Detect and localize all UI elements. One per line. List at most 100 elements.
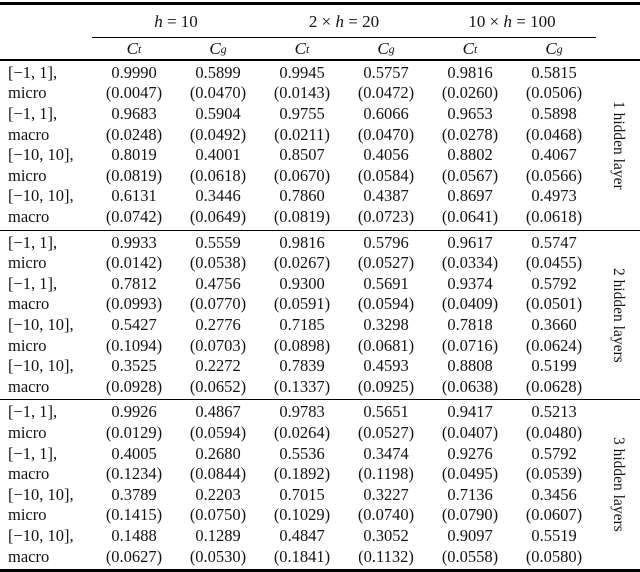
std-value: (0.0641) — [441, 207, 499, 227]
data-cell: 0.6131 (0.0742) — [92, 186, 176, 227]
data-cell: 0.5757 (0.0472) — [344, 63, 428, 104]
data-cell: 0.9926 (0.0129) — [92, 402, 176, 443]
mean-value: 0.5815 — [531, 62, 577, 82]
data-cell: 0.4067 (0.0566) — [512, 145, 596, 186]
mean-value: 0.5536 — [279, 443, 325, 463]
data-cell: 0.8697 (0.0641) — [428, 186, 512, 227]
std-value: (0.0558) — [441, 546, 499, 566]
data-cell: 0.5815 (0.0506) — [512, 63, 596, 104]
data-cell: 0.5899 (0.0470) — [176, 63, 260, 104]
data-cell: 0.2776 (0.0703) — [176, 315, 260, 356]
std-value: (0.0142) — [105, 253, 163, 273]
data-cell: 0.7860 (0.0819) — [260, 186, 344, 227]
data-cell: 0.9816 (0.0260) — [428, 63, 512, 104]
std-value: (0.0594) — [189, 422, 247, 442]
mean-value: 0.9417 — [447, 402, 493, 422]
std-value: (0.0844) — [189, 464, 247, 484]
col-group-h10: h = 10 — [92, 7, 260, 36]
mean-value: 0.4973 — [531, 186, 577, 206]
std-value: (0.0898) — [273, 335, 331, 355]
mean-value: 0.5904 — [195, 104, 241, 124]
data-cell: 0.9653 (0.0278) — [428, 104, 512, 145]
data-cell: 0.5904 (0.0492) — [176, 104, 260, 145]
std-value: (0.0530) — [189, 546, 247, 566]
row-label-range: [−1, 1], — [8, 104, 58, 124]
mean-value: 0.3789 — [111, 484, 157, 504]
data-cell: 0.3456 (0.0607) — [512, 485, 596, 526]
data-cell: 0.4056 (0.0584) — [344, 145, 428, 186]
std-value: (0.0740) — [357, 505, 415, 525]
std-value: (0.0742) — [105, 207, 163, 227]
data-cell: 0.8507 (0.0670) — [260, 145, 344, 186]
data-cell: 0.4001 (0.0618) — [176, 145, 260, 186]
group-label: 10 × h = 100 — [468, 11, 556, 31]
mean-value: 0.5757 — [363, 62, 409, 82]
mean-value: 0.9276 — [447, 443, 493, 463]
row-label: [−1, 1], micro — [0, 402, 92, 443]
std-value: (0.0618) — [189, 165, 247, 185]
mean-value: 0.9755 — [279, 104, 325, 124]
std-value: (0.1198) — [358, 464, 414, 484]
data-cell: 0.4387 (0.0723) — [344, 186, 428, 227]
row-label-range: [−1, 1], — [8, 62, 58, 82]
mean-value: 0.9300 — [279, 273, 325, 293]
mean-value: 0.8802 — [447, 145, 493, 165]
std-value: (0.0264) — [273, 422, 331, 442]
col-group-2h20: 2 × h = 20 — [260, 7, 428, 36]
mean-value: 0.9990 — [111, 62, 157, 82]
data-cell: 0.5427 (0.1094) — [92, 315, 176, 356]
row-label: [−10, 10], micro — [0, 485, 92, 526]
std-value: (0.0455) — [525, 253, 583, 273]
mean-value: 0.7860 — [279, 186, 325, 206]
mean-value: 0.9816 — [279, 232, 325, 252]
data-cell: 0.9945 (0.0143) — [260, 63, 344, 104]
row-label: [−1, 1], micro — [0, 233, 92, 274]
mean-value: 0.4756 — [195, 273, 241, 293]
row-label-averaging: micro — [8, 505, 47, 525]
data-cell: 0.9417 (0.0407) — [428, 402, 512, 443]
mean-value: 0.5651 — [363, 402, 409, 422]
std-value: (0.1841) — [273, 546, 331, 566]
std-value: (0.0527) — [357, 253, 415, 273]
mean-value: 0.4847 — [279, 525, 325, 545]
std-value: (0.0628) — [525, 376, 583, 396]
row-label-range: [−10, 10], — [8, 186, 74, 206]
layer-block: [−1, 1], micro 0.9990 (0.0047) 0.5899 (0.0470… — [0, 61, 640, 230]
data-cell: 0.1488 (0.0627) — [92, 526, 176, 567]
mean-value: 0.5899 — [195, 62, 241, 82]
data-cell: 0.2203 (0.0750) — [176, 485, 260, 526]
std-value: (0.0723) — [357, 207, 415, 227]
mean-value: 0.9653 — [447, 104, 493, 124]
std-value: (0.0248) — [105, 124, 163, 144]
data-cell: 0.9617 (0.0334) — [428, 233, 512, 274]
mean-value: 0.3660 — [531, 315, 577, 334]
mean-value: 0.7839 — [279, 356, 325, 376]
std-value: (0.0539) — [525, 464, 583, 484]
std-value: (0.1892) — [273, 464, 331, 484]
data-cell: 0.9990 (0.0047) — [92, 63, 176, 104]
std-value: (0.0627) — [105, 546, 163, 566]
std-value: (0.0211) — [274, 124, 330, 144]
std-value: (0.0819) — [105, 165, 163, 185]
row-label-range: [−10, 10], — [8, 315, 74, 334]
row-label: [−1, 1], macro — [0, 444, 92, 485]
data-cell: 0.5559 (0.0538) — [176, 233, 260, 274]
data-cell: 0.3660 (0.0624) — [512, 315, 596, 356]
mean-value: 0.6131 — [111, 186, 157, 206]
mean-value: 0.8697 — [447, 186, 493, 206]
data-cell: 0.9683 (0.0248) — [92, 104, 176, 145]
mean-value: 0.8019 — [111, 145, 157, 165]
data-cell: 0.9816 (0.0267) — [260, 233, 344, 274]
std-value: (0.0993) — [105, 294, 163, 314]
std-value: (0.0618) — [525, 207, 583, 227]
std-value: (0.0407) — [441, 422, 499, 442]
mean-value: 0.5898 — [531, 104, 577, 124]
row-label: [−10, 10], macro — [0, 526, 92, 567]
mean-value: 0.8507 — [279, 145, 325, 165]
data-cell: 0.5213 (0.0480) — [512, 402, 596, 443]
std-value: (0.0468) — [525, 124, 583, 144]
data-cell: 0.6066 (0.0470) — [344, 104, 428, 145]
row-label-range: [−10, 10], — [8, 356, 74, 376]
